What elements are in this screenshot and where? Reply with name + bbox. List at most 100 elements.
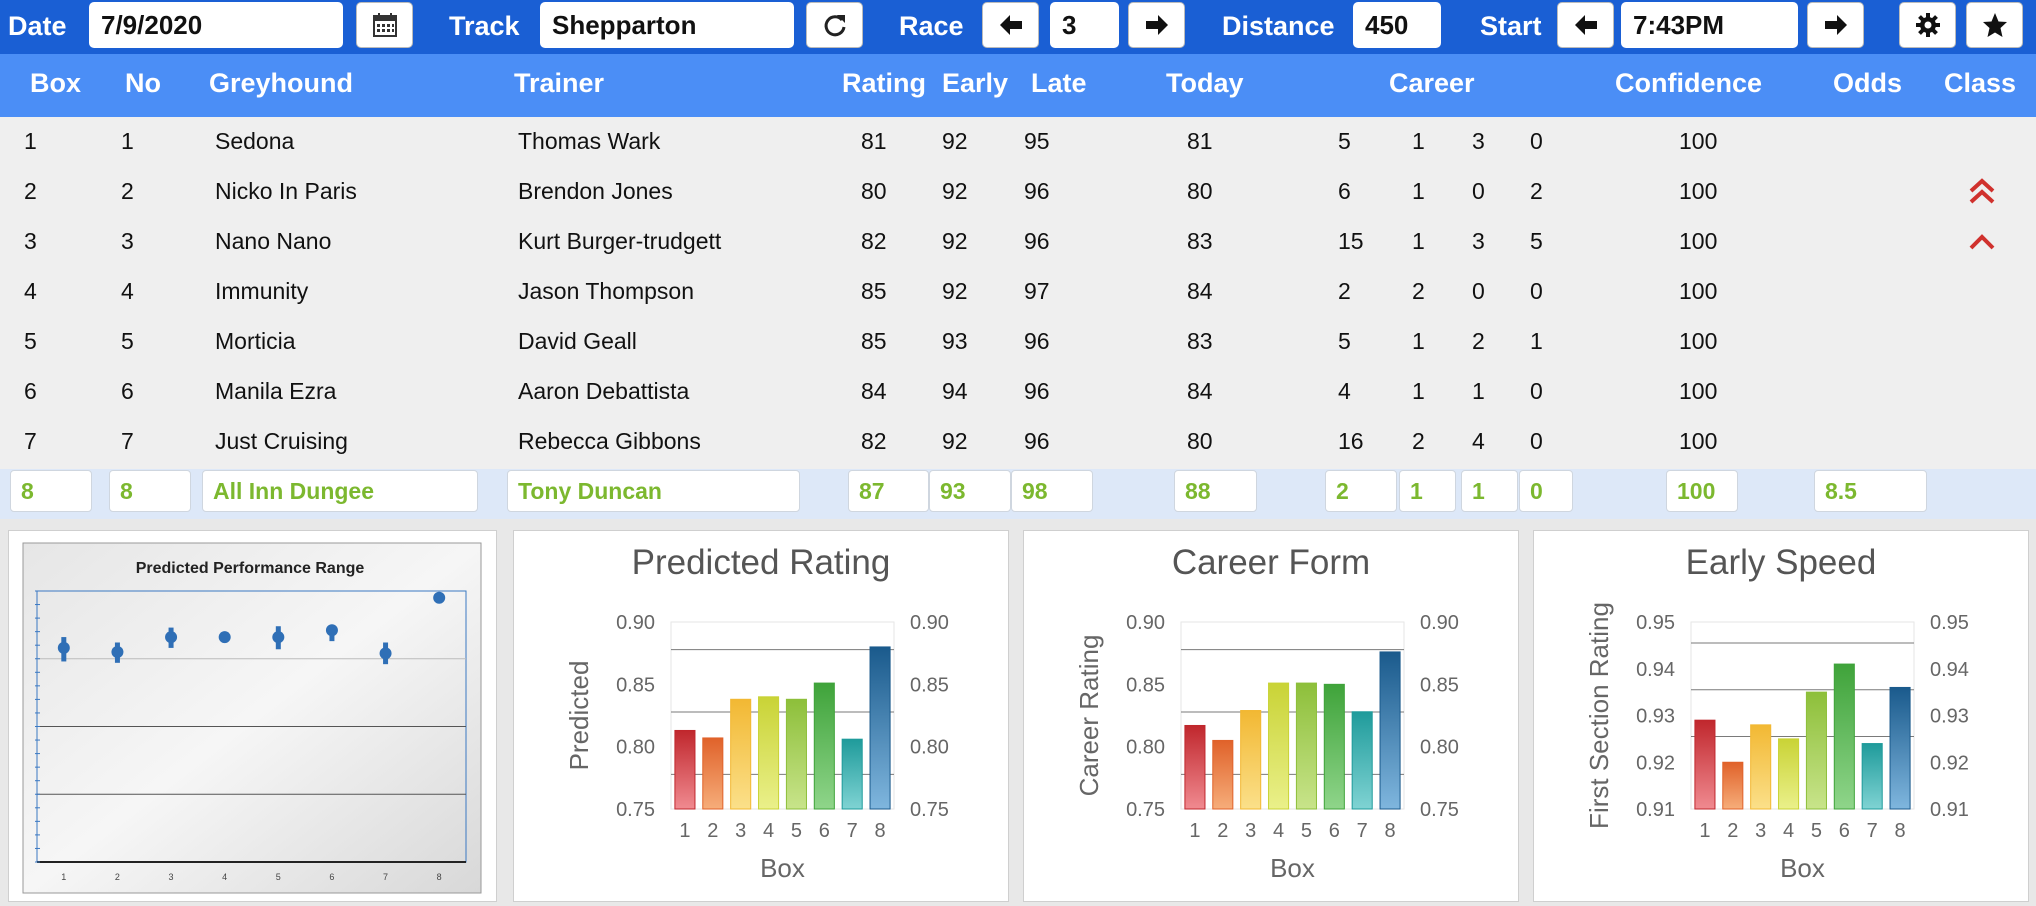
col-today[interactable]: Today [1166,68,1244,98]
col-rating[interactable]: Rating [842,68,926,98]
y-tick-label-secondary: 0.85 [1420,674,1459,696]
bar[interactable] [1379,651,1401,810]
date-input[interactable]: 7/9/2020 [89,2,343,48]
start-next-button[interactable] [1807,2,1864,48]
cell-confidence: 100 [1679,328,1718,354]
bar[interactable] [730,698,752,810]
table-row[interactable]: 6 6 Manila Ezra Aaron Debattista 84 94 9… [0,367,2036,417]
col-career[interactable]: Career [1389,68,1475,98]
x-tick-label: 6 [819,820,830,842]
entry-early-input[interactable]: 93 [929,470,1011,512]
double-chevron-up-icon[interactable] [1967,177,1997,207]
table-row[interactable]: 1 1 Sedona Thomas Wark 81 92 95 81 5 1 3… [0,117,2036,167]
cell-early: 92 [942,178,968,204]
entry-greyhound-input[interactable]: All Inn Dungee [202,470,478,512]
bar[interactable] [758,696,780,810]
bar[interactable] [1295,682,1317,810]
cell-career-thirds: 5 [1530,228,1543,254]
entry-career-wins-input[interactable]: 1 [1399,470,1456,512]
favorite-button[interactable] [1966,2,2023,48]
bar[interactable] [1694,719,1716,810]
data-point[interactable] [57,641,70,654]
cell-late: 96 [1024,328,1050,354]
col-odds[interactable]: Odds [1833,68,1903,98]
y-tick-label: 0.75 [1126,799,1165,821]
col-early[interactable]: Early [942,68,1009,98]
bar[interactable] [1351,711,1373,810]
refresh-button[interactable] [806,2,863,48]
start-prev-button[interactable] [1557,2,1614,48]
bar[interactable] [674,729,696,810]
race-prev-button[interactable] [982,2,1039,48]
bar[interactable] [1212,739,1234,810]
data-point[interactable] [218,631,231,644]
settings-button[interactable] [1899,2,1956,48]
table-row[interactable]: 5 5 Morticia David Geall 85 93 96 83 5 1… [0,317,2036,367]
entry-rating-input[interactable]: 87 [848,470,929,512]
chevron-up-icon[interactable] [1967,229,1997,253]
entry-trainer-input[interactable]: Tony Duncan [507,470,800,512]
y-tick-label: 0.75 [616,799,655,821]
data-point[interactable] [111,645,124,658]
bar[interactable] [1722,761,1744,810]
col-no[interactable]: No [125,68,161,98]
bar[interactable] [1750,724,1772,810]
data-point[interactable] [272,631,285,644]
data-point[interactable] [325,624,338,637]
table-row[interactable]: 2 2 Nicko In Paris Brendon Jones 80 92 9… [0,167,2036,217]
early-speed-chart: 0.91 0.91 0.92 0.92 0.93 0.93 0.94 0.94 0.95 0.95… [1584,602,1969,883]
col-class[interactable]: Class [1944,68,2017,98]
data-point[interactable] [433,591,446,604]
x-tick-label: 1 [679,820,690,842]
bar[interactable] [785,698,807,810]
entry-career-seconds-input[interactable]: 1 [1461,470,1518,512]
cell-box: 6 [24,378,37,404]
x-tick-label: 3 [735,820,746,842]
cell-late: 95 [1024,128,1050,154]
bar[interactable] [1861,743,1883,810]
start-time-input[interactable]: 7:43PM [1621,2,1798,48]
entry-no-input[interactable]: 8 [109,470,191,512]
entry-confidence-input[interactable]: 100 [1666,470,1738,512]
data-point[interactable] [379,647,392,660]
entry-odds-input[interactable]: 8.5 [1814,470,1927,512]
calendar-button[interactable] [356,2,413,48]
col-late[interactable]: Late [1031,68,1087,98]
col-box[interactable]: Box [30,68,82,98]
distance-input[interactable]: 450 [1353,2,1441,48]
bar[interactable] [1778,738,1800,810]
bar[interactable] [869,646,891,810]
x-tick-label: 3 [1245,820,1256,842]
entry-today-input[interactable]: 88 [1174,470,1257,512]
entry-late-input[interactable]: 98 [1011,470,1093,512]
col-confidence[interactable]: Confidence [1615,68,1763,98]
cell-trainer: David Geall [518,328,637,354]
bar[interactable] [841,738,863,810]
bar[interactable] [702,737,724,810]
bar[interactable] [1240,710,1262,810]
track-input[interactable]: Shepparton [540,2,794,48]
table-row[interactable]: 7 7 Just Cruising Rebecca Gibbons 82 92 … [0,417,2036,467]
cell-no: 2 [121,178,134,204]
race-input[interactable]: 3 [1050,2,1119,48]
bar[interactable] [1833,663,1855,810]
data-point[interactable] [165,631,178,644]
col-trainer[interactable]: Trainer [514,68,605,98]
bar[interactable] [1184,724,1206,810]
table-row[interactable]: 4 4 Immunity Jason Thompson 85 92 97 84 … [0,267,2036,317]
bar[interactable] [1889,686,1911,810]
cell-career-seconds: 1 [1472,378,1485,404]
y-tick-label-secondary: 0.92 [1930,752,1969,774]
bar[interactable] [813,682,835,810]
col-greyhound[interactable]: Greyhound [209,68,354,98]
x-tick-label: 5 [1301,820,1312,842]
bar[interactable] [1323,683,1345,810]
bar[interactable] [1268,682,1290,810]
predicted-rating-panel: Predicted Rating 0.75 0.75 0.80 0.80 0.85 0.8… [513,530,1009,902]
bar[interactable] [1805,691,1827,810]
table-row[interactable]: 3 3 Nano Nano Kurt Burger-trudgett 82 92… [0,217,2036,267]
entry-career-starts-input[interactable]: 2 [1325,470,1397,512]
race-next-button[interactable] [1128,2,1185,48]
entry-box-input[interactable]: 8 [10,470,92,512]
entry-career-thirds-input[interactable]: 0 [1519,470,1573,512]
